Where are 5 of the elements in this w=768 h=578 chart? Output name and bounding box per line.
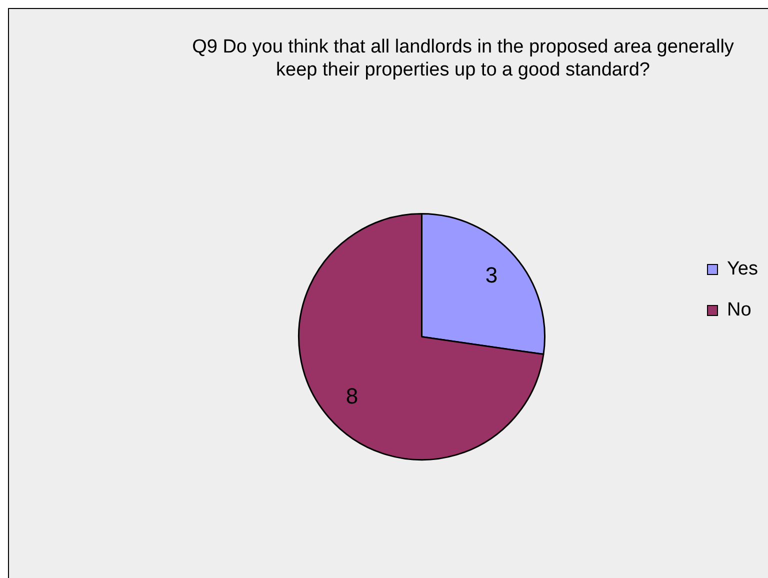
- data-label: 8: [346, 383, 358, 408]
- legend-label: No: [727, 300, 752, 321]
- data-label: 3: [485, 262, 498, 288]
- chart-title: Q9 Do you think that all landlords in the proposed area generally keep their properties up to a good standard?: [192, 36, 734, 80]
- legend-label: Yes: [727, 258, 758, 280]
